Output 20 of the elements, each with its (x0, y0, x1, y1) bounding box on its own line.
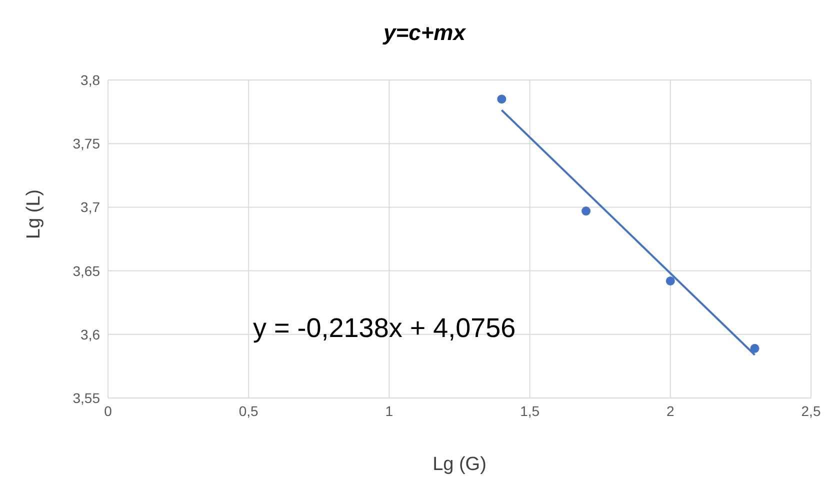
point (750, 344, 760, 353)
y-tick-label: 3,75 (72, 136, 100, 152)
x-tick-label: 0,5 (238, 402, 259, 419)
y-tick-label: 3,55 (72, 390, 100, 406)
y-tick-label: 3,7 (80, 199, 100, 216)
x-tick-label: 2,5 (801, 402, 821, 419)
y-tick-label: 3,8 (80, 72, 100, 88)
point (497, 94, 506, 104)
annotation: y = -0,2138x + 4,0756 (253, 313, 516, 344)
y-axis-title: Lg (L) (24, 189, 45, 239)
point (582, 206, 591, 216)
y-tick-label: 3,6 (80, 326, 100, 342)
x-axis-title: Lg (G) (432, 454, 486, 475)
x-tick-label: 2 (666, 402, 674, 419)
y-tick-label: 3,65 (72, 262, 100, 279)
x-tick-label: 0 (104, 402, 112, 419)
x-tick-label: 1 (385, 402, 394, 419)
x-tick-label: 1,5 (520, 402, 540, 419)
chart-title: y=c+mx (382, 20, 467, 46)
point (666, 276, 675, 286)
